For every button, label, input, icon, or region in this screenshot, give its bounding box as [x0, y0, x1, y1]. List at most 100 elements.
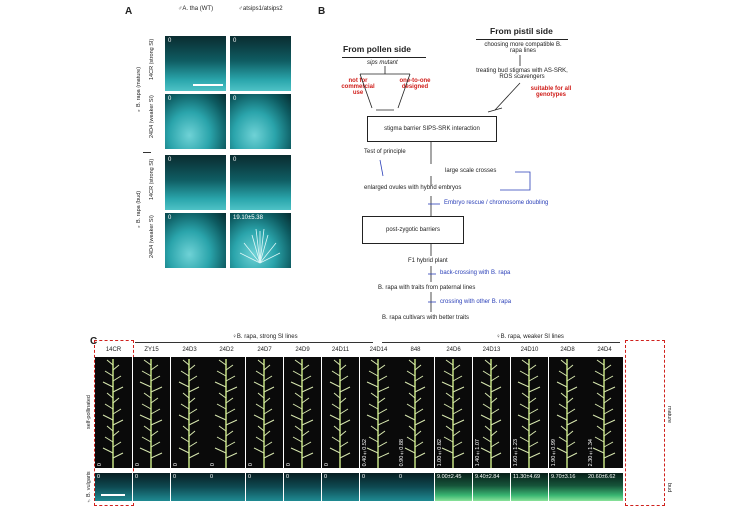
self-pollinated-value: 0.90±0.88: [399, 438, 405, 466]
line-name: 24D14: [369, 347, 388, 353]
line-name: 24D7: [257, 347, 272, 353]
plant-photo: 0: [171, 357, 208, 468]
panel-a-group-divider: [143, 152, 151, 153]
brapa-traits: B. rapa with traits from paternal lines: [378, 285, 476, 291]
weak-si-rule: [382, 342, 620, 343]
bud-value: 0: [399, 474, 403, 480]
plant-stem: [556, 359, 578, 468]
pistil-side-title: From pistil side: [490, 26, 553, 36]
bud-micrograph: 0: [397, 473, 434, 501]
panel-a-col-header-mutant: ♂atsips1/atsips2: [238, 6, 283, 12]
label-self-pollinated: self-pollinated: [86, 395, 92, 429]
large-scale-crosses: large scale crosses: [445, 168, 497, 174]
f1-hybrid-plant: F1 hybrid plant: [408, 258, 448, 264]
plant-photo: 0.40±0.52: [360, 357, 397, 468]
plant-stem: [404, 359, 426, 468]
panel-a-row-24d4-mature: 24D4 (weaker SI): [149, 95, 155, 139]
plant-stem: [517, 359, 541, 468]
bud-micrograph: 9.70±3.16: [549, 473, 586, 501]
self-pollinated-value: 0: [97, 462, 103, 466]
plant-photo: 0: [208, 357, 245, 468]
panel-a-label: A: [125, 6, 133, 17]
plant-photo: 1.40±1.07: [473, 357, 510, 468]
bud-micrograph: 11.30±4.69: [511, 473, 548, 501]
plant-photo: 1.60±1.23: [511, 357, 548, 468]
micrograph-a-3-1: 0: [165, 155, 226, 210]
plant-photo: 1.00±0.82: [435, 357, 472, 468]
self-pollinated-value: 1.00±0.82: [437, 438, 443, 466]
micrograph-a-2-2: 0: [230, 94, 291, 149]
pistil-title-rule: [476, 39, 568, 40]
line-name: 24D11: [331, 347, 350, 353]
micrograph-a-3-2: 0: [230, 155, 291, 210]
micrograph-value: 0: [233, 96, 237, 102]
pistil-note: suitable for all genotypes: [530, 86, 572, 98]
panel-a-row-14cr-bud: 14CR (strong SI): [149, 158, 155, 200]
panel-a-group-mature: ♀B. rapa (mature): [136, 66, 142, 114]
bud-micrograph: 0: [171, 473, 208, 501]
micrograph-a-4-2: 19.10±5.38: [230, 213, 291, 268]
pollen-side-title: From pollen side: [343, 44, 412, 54]
box-post-zygotic: post-zygotic barriers: [362, 216, 464, 244]
pistil-sub: choosing more compatible B. rapa lines: [484, 42, 562, 54]
self-pollinated-value: 1.90±0.99: [551, 438, 557, 466]
label-mature: mature: [666, 406, 672, 424]
micrograph-value: 19.10±5.38: [233, 215, 263, 221]
micrograph-a-1-1: 0: [165, 36, 226, 91]
plant-photo: 0: [284, 357, 321, 468]
plant-photo: 0: [133, 357, 170, 468]
pollen-note-left: not for commercial use: [341, 78, 375, 96]
self-pollinated-value: 0: [210, 462, 216, 466]
self-pollinated-value: 2.30±1.34: [588, 438, 594, 466]
plant-stem: [139, 359, 163, 468]
plant-stem: [366, 359, 390, 468]
plant-photo: 1.90±0.99: [549, 357, 586, 468]
self-pollinated-value: 0: [248, 462, 254, 466]
plant-stem: [214, 359, 238, 468]
box-stigma-barrier: stigma barrier SIPS-SRK interaction: [367, 116, 497, 142]
plant-photo: 2.30±1.34: [586, 357, 623, 468]
micrograph-value: 0: [233, 38, 237, 44]
line-name: 848: [410, 347, 421, 353]
highlight-24d4: [625, 340, 665, 506]
bud-value: 0: [324, 474, 328, 480]
self-pollinated-value: 0.40±0.52: [362, 438, 368, 466]
bud-micrograph: 9.00±2.45: [435, 473, 472, 501]
micrograph-a-4-1: 0: [165, 213, 226, 268]
strong-si-rule: [135, 342, 373, 343]
weak-si-header: ♀B. rapa, weaker SI lines: [496, 334, 564, 340]
plant-photo: 0: [322, 357, 359, 468]
micrograph-value: 0: [168, 215, 172, 221]
bud-micrograph: 0: [360, 473, 397, 501]
bud-value: 9.40±2.84: [475, 474, 500, 480]
line-name: ZY15: [144, 347, 159, 353]
line-name: 24D6: [446, 347, 461, 353]
bud-value: 0: [173, 474, 177, 480]
micrograph-value: 0: [168, 96, 172, 102]
bud-value: 0: [248, 474, 252, 480]
plant-stem: [253, 359, 275, 468]
plant-stem: [178, 359, 200, 468]
bud-micrograph: 0: [246, 473, 283, 501]
pollen-tube-burst: [239, 228, 281, 264]
self-pollinated-value: 1.60±1.23: [513, 438, 519, 466]
pollen-sub: sips mutant: [367, 60, 398, 66]
bud-value: 9.70±3.16: [551, 474, 576, 480]
bud-micrograph: 0: [95, 473, 132, 501]
bud-value: 0: [135, 474, 139, 480]
panel-a-col-header-wt: ♂A. tha (WT): [177, 6, 214, 12]
scale-bar: [193, 84, 223, 86]
label-bud: bud: [666, 483, 672, 493]
bud-value: 11.30±4.69: [513, 474, 541, 480]
self-pollinated-value: 1.40±1.07: [475, 438, 481, 466]
bud-micrograph: 20.60±6.62: [586, 473, 623, 501]
panel-b-label: B: [318, 6, 326, 17]
line-name: 24D13: [482, 347, 501, 353]
bud-value: 0: [97, 474, 101, 480]
self-pollinated-value: 0: [135, 462, 141, 466]
self-pollinated-value: 0: [173, 462, 179, 466]
test-of-principle: Test of principle: [364, 149, 406, 155]
bud-value: 20.60±6.62: [588, 474, 616, 480]
bud-micrograph: 0: [208, 473, 245, 501]
plant-stem: [592, 359, 616, 468]
